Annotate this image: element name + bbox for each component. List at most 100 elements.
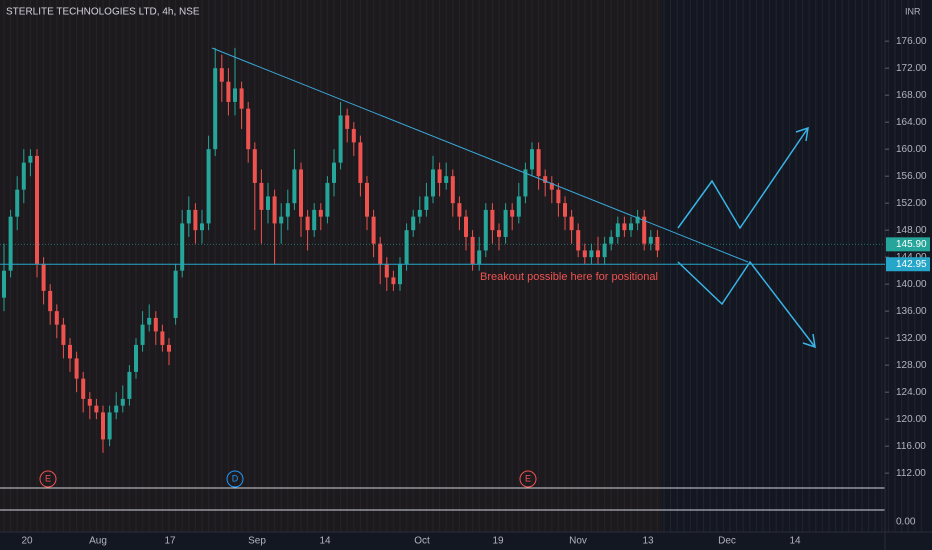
- candle-body: [160, 331, 165, 345]
- candle-body: [431, 169, 435, 197]
- price-label-box: [886, 237, 930, 252]
- x-tick-label: 20: [21, 536, 33, 547]
- y-tick-label: 132.00: [896, 333, 927, 344]
- candle-body: [68, 344, 72, 359]
- x-tick-label: 17: [164, 536, 176, 547]
- y-tick-label: 176.00: [896, 36, 927, 47]
- candle-body: [655, 236, 660, 251]
- candle-body: [35, 155, 39, 264]
- price-label-box: [886, 257, 930, 272]
- candle-body: [497, 230, 501, 237]
- candle-body: [648, 236, 653, 244]
- trend-line: [211, 47, 749, 263]
- y-tick-label: 160.00: [896, 144, 927, 155]
- candle-body: [15, 189, 20, 217]
- candle-body: [279, 216, 284, 224]
- candle-body: [523, 169, 528, 197]
- candle-body: [305, 216, 310, 231]
- candle-body: [582, 250, 587, 258]
- y-tick-label: 152.00: [896, 198, 927, 209]
- candle-body: [272, 196, 277, 224]
- candle-body: [325, 182, 330, 217]
- candle-body: [292, 169, 297, 204]
- event-marker: [39, 470, 57, 488]
- candle-body: [74, 358, 79, 379]
- candle-body: [252, 149, 257, 183]
- arrow-head: [802, 333, 816, 349]
- candle-body: [127, 371, 132, 399]
- projection-down: [677, 260, 816, 348]
- candle-body: [490, 209, 495, 231]
- candle-body: [239, 88, 244, 109]
- candle-body: [219, 68, 224, 82]
- candle-body: [48, 290, 53, 312]
- candle-body: [2, 270, 6, 298]
- candle-body: [54, 311, 59, 325]
- candle-body: [470, 236, 475, 264]
- candle-body: [120, 398, 125, 406]
- candle-body: [153, 317, 158, 332]
- candle-body: [338, 115, 343, 163]
- candle-body: [365, 182, 369, 217]
- arrow-head: [795, 126, 809, 142]
- currency: INR: [905, 6, 921, 16]
- x-tick-label: 14: [319, 536, 331, 547]
- event-label: D: [232, 473, 239, 483]
- candle-body: [266, 196, 270, 210]
- x-tick-label: Nov: [569, 536, 587, 547]
- candle-body: [503, 209, 508, 237]
- candle-body: [233, 88, 237, 102]
- x-tick-label: 13: [642, 536, 654, 547]
- candle-body: [180, 223, 185, 271]
- candle-body: [371, 216, 376, 244]
- candle-body: [193, 209, 198, 231]
- candle-body: [635, 216, 640, 224]
- event-label: E: [45, 473, 51, 483]
- candle-body: [134, 344, 138, 372]
- y-tick-label: 112.00: [896, 468, 926, 479]
- candle-body: [167, 344, 171, 352]
- candle-body: [318, 209, 323, 217]
- candle-body: [615, 223, 620, 237]
- candle-body: [556, 189, 561, 204]
- candle-body: [437, 169, 442, 183]
- x-tick-label: Aug: [89, 536, 107, 547]
- y-tick-label: 120.00: [896, 414, 927, 425]
- annotation: Breakout possible here for positional: [480, 271, 658, 283]
- x-tick-label: 19: [492, 536, 504, 547]
- candle-body: [404, 230, 409, 264]
- candle-body: [200, 223, 204, 231]
- candle-body: [186, 209, 191, 224]
- candle-body: [543, 176, 548, 183]
- candle-body: [563, 203, 567, 217]
- candle-body: [609, 236, 614, 244]
- sub-pane-tick: 0.00: [896, 517, 916, 528]
- event-label: E: [525, 473, 531, 483]
- candle-body: [81, 378, 86, 399]
- candle-body: [87, 398, 92, 406]
- candle-body: [206, 149, 211, 224]
- y-tick-label: 164.00: [896, 117, 927, 128]
- candle-body: [424, 196, 429, 210]
- y-tick-label: 124.00: [896, 387, 927, 398]
- x-tick-label: 14: [789, 536, 801, 547]
- price-label: 142.95: [896, 259, 927, 270]
- candle-body: [351, 128, 356, 143]
- candle-body: [516, 196, 521, 217]
- candle-body: [457, 203, 462, 217]
- candle-body: [299, 169, 303, 217]
- candle-body: [622, 223, 627, 231]
- y-tick-label: 116.00: [896, 441, 926, 452]
- candle-body: [530, 149, 534, 170]
- candle-body: [417, 209, 422, 217]
- candle-body: [107, 412, 112, 440]
- candle-body: [549, 182, 554, 190]
- candle-body: [285, 203, 290, 217]
- candles: [2, 47, 660, 453]
- candle-body: [629, 223, 633, 231]
- candle-body: [246, 108, 251, 150]
- candle-body: [642, 216, 647, 244]
- candle-body: [477, 250, 482, 264]
- candle-body: [61, 324, 66, 345]
